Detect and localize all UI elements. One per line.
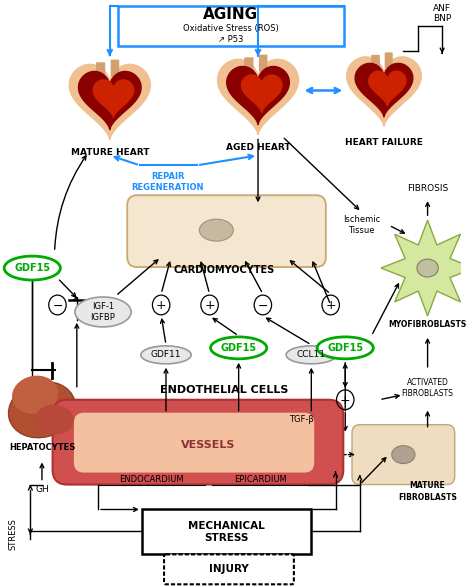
Text: VESSELS: VESSELS <box>181 440 235 450</box>
Text: STRESS: STRESS <box>9 518 18 551</box>
Text: GDF15: GDF15 <box>14 263 50 273</box>
Text: −: − <box>52 299 63 312</box>
Text: +: + <box>156 299 166 312</box>
Text: AGED HEART: AGED HEART <box>226 143 291 153</box>
FancyBboxPatch shape <box>74 413 314 473</box>
Text: ANF: ANF <box>433 4 451 13</box>
Text: GDF15: GDF15 <box>220 343 257 353</box>
FancyBboxPatch shape <box>142 510 311 554</box>
Text: ENDOCARDIUM: ENDOCARDIUM <box>119 475 184 484</box>
Text: HEPATOCYTES: HEPATOCYTES <box>9 443 75 452</box>
FancyBboxPatch shape <box>164 554 294 584</box>
FancyBboxPatch shape <box>244 58 254 73</box>
Polygon shape <box>93 80 134 117</box>
Text: MYOFIBROBLASTS: MYOFIBROBLASTS <box>389 321 467 329</box>
Text: ACTIVATED
FIBROBLASTS: ACTIVATED FIBROBLASTS <box>401 377 454 398</box>
Ellipse shape <box>12 376 58 414</box>
Text: +: + <box>325 299 336 312</box>
FancyBboxPatch shape <box>110 60 119 77</box>
Polygon shape <box>79 72 141 130</box>
Text: CCL11: CCL11 <box>297 350 326 359</box>
Text: INJURY: INJURY <box>209 564 249 574</box>
Ellipse shape <box>9 382 75 438</box>
Polygon shape <box>227 66 289 124</box>
FancyBboxPatch shape <box>127 195 326 267</box>
Text: GDF11: GDF11 <box>151 350 181 359</box>
Text: CARDIOMYOCYTES: CARDIOMYOCYTES <box>173 265 275 275</box>
Text: ↗ P53: ↗ P53 <box>218 35 244 44</box>
Text: +: + <box>204 299 215 312</box>
Ellipse shape <box>417 259 438 277</box>
Polygon shape <box>346 57 421 126</box>
Text: MATURE HEART: MATURE HEART <box>71 149 149 157</box>
Text: GDF15: GDF15 <box>327 343 363 353</box>
Polygon shape <box>381 220 474 316</box>
Text: TGF-β: TGF-β <box>289 415 314 424</box>
Text: MECHANICAL
STRESS: MECHANICAL STRESS <box>188 521 265 543</box>
Ellipse shape <box>286 346 337 364</box>
Ellipse shape <box>392 446 415 464</box>
Text: IGF-1
IGFBP: IGF-1 IGFBP <box>91 302 116 322</box>
Polygon shape <box>241 75 282 113</box>
Text: AGING: AGING <box>203 7 258 22</box>
Text: MATURE
FIBROBLASTS: MATURE FIBROBLASTS <box>398 481 457 501</box>
Polygon shape <box>69 65 150 140</box>
Polygon shape <box>218 59 299 135</box>
Ellipse shape <box>35 404 74 435</box>
Text: −: − <box>258 299 268 312</box>
Text: GH: GH <box>35 485 49 494</box>
Text: FIBROSIS: FIBROSIS <box>407 184 448 193</box>
FancyBboxPatch shape <box>371 55 380 69</box>
FancyBboxPatch shape <box>352 424 455 484</box>
Text: REPAIR
REGENERATION: REPAIR REGENERATION <box>132 172 204 193</box>
FancyBboxPatch shape <box>259 55 267 72</box>
Ellipse shape <box>317 337 374 359</box>
Text: Oxidative Stress (ROS): Oxidative Stress (ROS) <box>183 24 279 33</box>
Text: EPICARDIUM: EPICARDIUM <box>235 475 287 484</box>
Ellipse shape <box>210 337 267 359</box>
Text: BNP: BNP <box>433 14 451 23</box>
Text: Ischemic
Tissue: Ischemic Tissue <box>343 215 380 235</box>
Polygon shape <box>355 63 413 117</box>
Ellipse shape <box>200 219 233 241</box>
FancyBboxPatch shape <box>385 52 393 68</box>
Polygon shape <box>369 71 406 106</box>
FancyBboxPatch shape <box>53 400 343 484</box>
Ellipse shape <box>4 256 60 280</box>
Text: HEART FAILURE: HEART FAILURE <box>345 139 423 147</box>
Text: ENDOTHELIAL CELLS: ENDOTHELIAL CELLS <box>160 384 288 395</box>
Ellipse shape <box>141 346 191 364</box>
Ellipse shape <box>75 297 131 327</box>
Text: +: + <box>340 394 351 407</box>
FancyBboxPatch shape <box>96 62 105 77</box>
